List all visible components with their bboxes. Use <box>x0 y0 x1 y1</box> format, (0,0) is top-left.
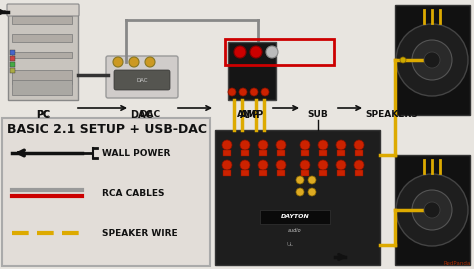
Bar <box>260 210 330 224</box>
Bar <box>337 170 345 176</box>
Circle shape <box>240 140 250 150</box>
Bar <box>223 150 231 156</box>
Circle shape <box>258 140 268 150</box>
Text: AMP: AMP <box>237 110 259 119</box>
Bar <box>10 62 15 67</box>
Text: UL: UL <box>286 242 293 247</box>
Circle shape <box>300 160 310 170</box>
Bar <box>10 50 15 55</box>
Circle shape <box>354 160 364 170</box>
Circle shape <box>228 88 236 96</box>
Circle shape <box>250 46 262 58</box>
Text: WALL POWER: WALL POWER <box>102 148 170 158</box>
Bar <box>395 155 470 265</box>
Circle shape <box>336 140 346 150</box>
Text: DAYTON: DAYTON <box>281 214 310 220</box>
Text: SPEAKERS: SPEAKERS <box>365 110 419 119</box>
Circle shape <box>400 57 406 63</box>
Bar <box>319 170 327 176</box>
Circle shape <box>240 160 250 170</box>
Bar <box>215 130 380 265</box>
Circle shape <box>396 174 468 246</box>
Bar <box>277 170 285 176</box>
FancyBboxPatch shape <box>114 70 170 90</box>
Bar <box>10 68 15 73</box>
Bar <box>8 5 78 100</box>
Circle shape <box>234 46 246 58</box>
Bar <box>319 150 327 156</box>
Circle shape <box>261 88 269 96</box>
Bar <box>241 170 249 176</box>
Bar <box>223 170 231 176</box>
Circle shape <box>424 202 440 218</box>
Text: DAC: DAC <box>139 110 161 119</box>
Bar <box>228 42 276 100</box>
Circle shape <box>318 140 328 150</box>
Bar <box>259 170 267 176</box>
Bar <box>2 118 210 266</box>
Text: DAC: DAC <box>131 110 154 120</box>
Text: RCA CABLES: RCA CABLES <box>102 189 164 197</box>
Circle shape <box>412 40 452 80</box>
Circle shape <box>276 140 286 150</box>
FancyBboxPatch shape <box>7 4 79 16</box>
Circle shape <box>308 176 316 184</box>
Bar <box>395 5 470 115</box>
Circle shape <box>354 140 364 150</box>
Bar <box>225 39 334 65</box>
Text: PC: PC <box>36 110 50 119</box>
Bar <box>12 80 72 95</box>
Circle shape <box>300 140 310 150</box>
Text: DAC: DAC <box>136 77 148 83</box>
Bar <box>337 150 345 156</box>
Text: BASIC 2.1 SETUP + USB-DAC: BASIC 2.1 SETUP + USB-DAC <box>7 123 207 136</box>
Circle shape <box>129 57 139 67</box>
Circle shape <box>396 24 468 96</box>
Bar <box>12 52 72 58</box>
Bar <box>12 16 72 24</box>
Bar <box>355 150 363 156</box>
Circle shape <box>336 160 346 170</box>
Text: SUB: SUB <box>308 110 328 119</box>
Circle shape <box>222 160 232 170</box>
Text: audio: audio <box>288 228 302 232</box>
Circle shape <box>239 88 247 96</box>
Bar <box>10 56 15 61</box>
Circle shape <box>296 176 304 184</box>
Circle shape <box>318 160 328 170</box>
Text: AMP: AMP <box>240 110 264 120</box>
Circle shape <box>308 188 316 196</box>
Text: SPEAKER WIRE: SPEAKER WIRE <box>102 228 178 238</box>
Circle shape <box>113 57 123 67</box>
Bar <box>12 34 72 42</box>
Bar <box>241 150 249 156</box>
Circle shape <box>296 188 304 196</box>
Circle shape <box>266 46 278 58</box>
Bar <box>277 150 285 156</box>
Circle shape <box>276 160 286 170</box>
Circle shape <box>424 52 440 68</box>
Circle shape <box>258 160 268 170</box>
Text: RedPanda: RedPanda <box>444 261 471 266</box>
Bar <box>12 70 72 84</box>
Circle shape <box>222 140 232 150</box>
Circle shape <box>145 57 155 67</box>
Bar <box>301 150 309 156</box>
Bar <box>301 170 309 176</box>
Circle shape <box>412 190 452 230</box>
FancyBboxPatch shape <box>106 56 178 98</box>
Bar <box>259 150 267 156</box>
Text: PC: PC <box>36 110 50 120</box>
Circle shape <box>250 88 258 96</box>
Bar <box>355 170 363 176</box>
